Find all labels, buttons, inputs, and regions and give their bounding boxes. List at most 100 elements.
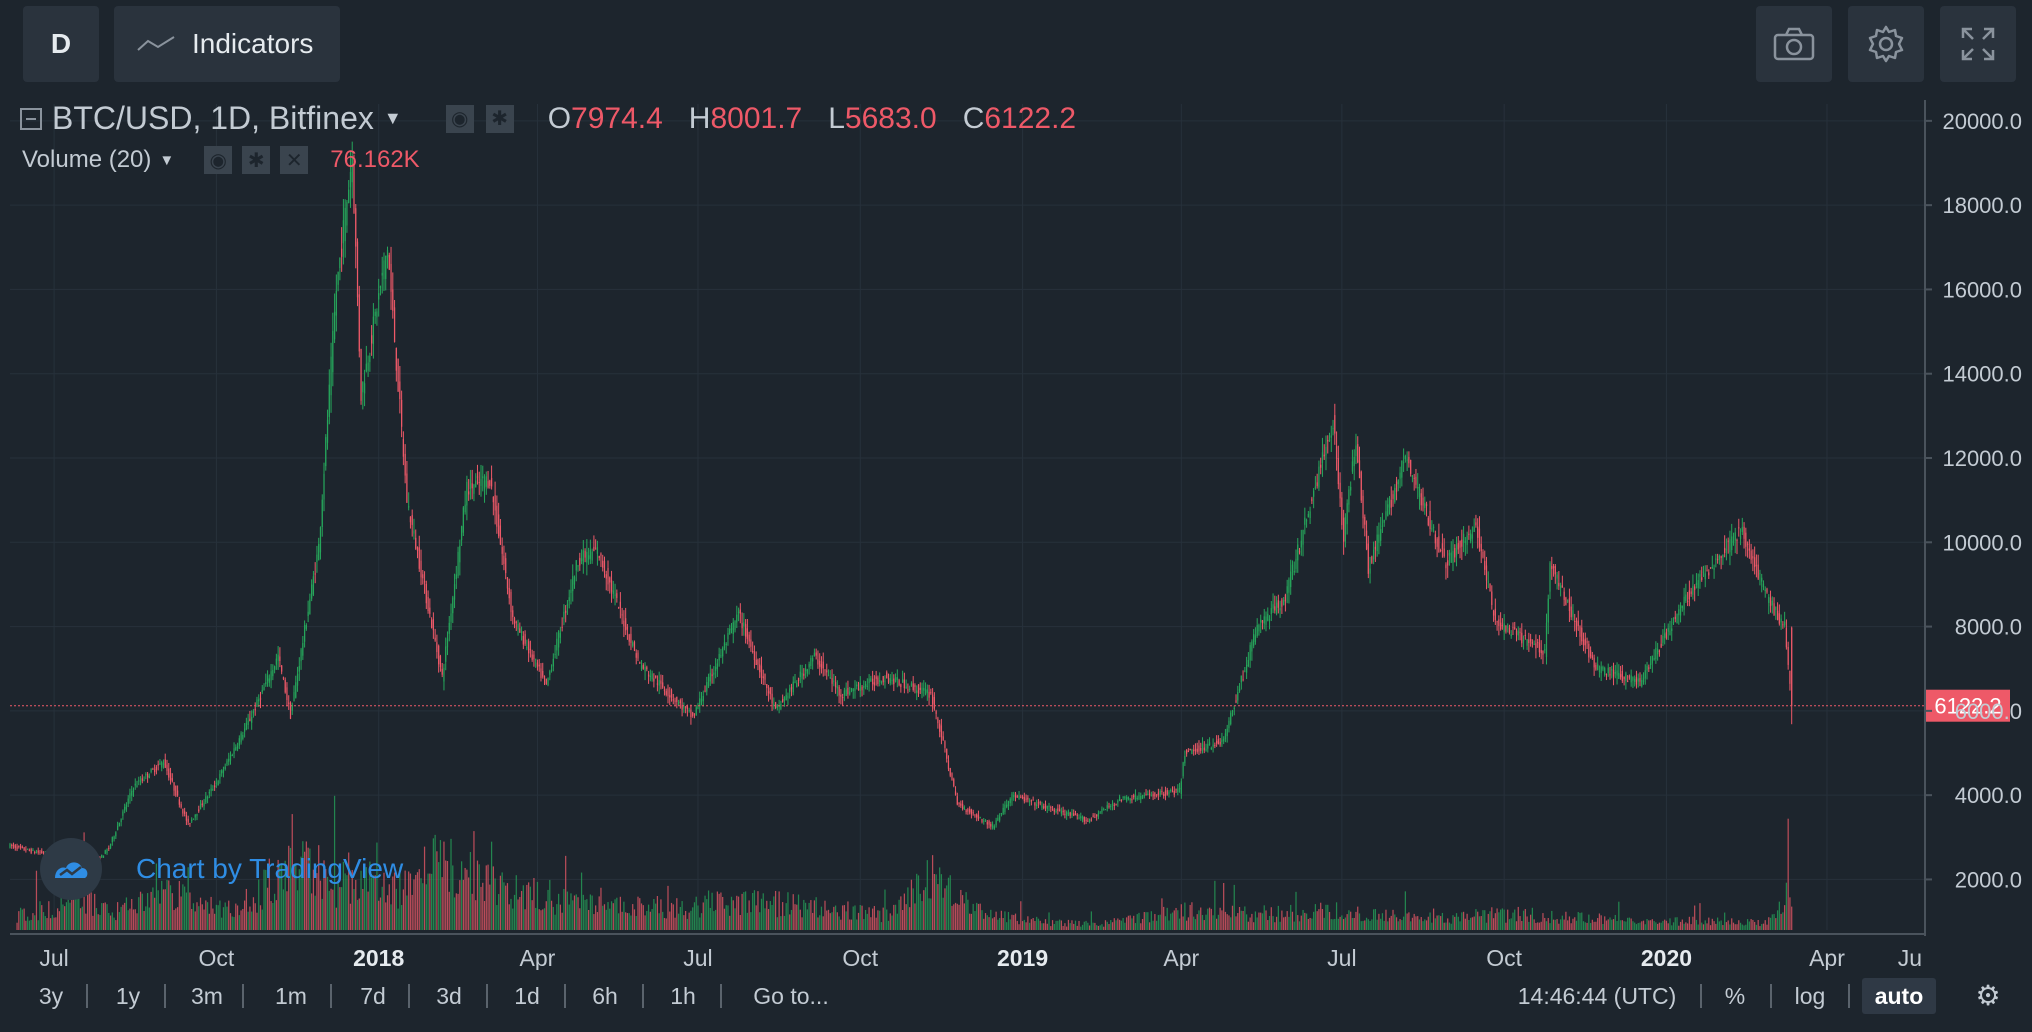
low-key: L (828, 101, 845, 135)
range-3y-button[interactable]: 3y (38, 983, 64, 1009)
volume-bar (489, 884, 491, 930)
price-chart[interactable]: 6122.2 2000.04000.06000.08000.010000.012… (0, 0, 2032, 970)
time-axis-label: Apr (1163, 945, 1199, 970)
volume-bar (1521, 920, 1523, 930)
log-scale-button[interactable]: log (1794, 983, 1826, 1009)
volume-title[interactable]: Volume (20) (22, 146, 152, 173)
range-6h-button[interactable]: 6h (592, 983, 618, 1009)
auto-scale-button[interactable]: auto (1862, 978, 1936, 1014)
volume-bar (270, 901, 272, 930)
tradingview-watermark[interactable]: Chart by TradingView (40, 838, 403, 900)
volume-bar (875, 917, 877, 930)
volume-bar (981, 910, 983, 930)
volume-bar (1715, 923, 1717, 930)
candle-body (1648, 667, 1650, 669)
percent-scale-button[interactable]: % (1724, 983, 1746, 1009)
volume-bar (1417, 916, 1419, 930)
range-3m-button[interactable]: 3m (191, 983, 223, 1009)
candle-body (1434, 534, 1436, 544)
indicators-button[interactable]: Indicators (114, 6, 340, 82)
utc-clock[interactable]: 14:46:44 (UTC) (1517, 983, 1677, 1009)
volume-bar (1769, 917, 1772, 930)
volume-bar (1667, 923, 1669, 930)
candle-body (933, 697, 935, 709)
candle-body (1635, 676, 1638, 685)
gear-icon[interactable]: ✱ (485, 104, 514, 133)
volume-bar (692, 907, 694, 930)
eye-icon[interactable]: ◉ (445, 104, 474, 133)
volume-bar (1394, 914, 1396, 930)
range-1d-button[interactable]: 1d (514, 983, 540, 1009)
candle-body (942, 736, 944, 740)
volume-bar (1704, 920, 1706, 930)
candle-body (575, 560, 577, 571)
candle-body (1094, 816, 1096, 818)
volume-bar (783, 915, 786, 930)
candle-body (360, 348, 362, 401)
volume-bar (152, 887, 154, 930)
chevron-down-icon[interactable]: ▼ (159, 151, 175, 169)
candle-body (536, 662, 539, 667)
eye-icon[interactable]: ◉ (204, 146, 233, 174)
candle-body (238, 738, 240, 746)
volume-bar (1083, 921, 1085, 930)
symbol-title[interactable]: BTC/USD, 1D, Bitfinex (52, 100, 374, 136)
volume-bar (1505, 922, 1507, 930)
range-1y-button[interactable]: 1y (115, 983, 141, 1009)
candle-body (138, 780, 140, 782)
volume-bar (1164, 916, 1167, 930)
goto-button[interactable]: Go to... (753, 983, 829, 1009)
candle-body (561, 626, 563, 628)
volume-bar (789, 914, 791, 930)
volume-bar (1277, 905, 1279, 930)
candle-body (834, 682, 837, 688)
candle-body (759, 664, 761, 673)
volume-bar (23, 908, 25, 930)
volume-bar (1011, 914, 1013, 930)
volume-bar (1582, 921, 1585, 930)
volume-bar (1452, 915, 1454, 930)
settings-button[interactable] (1848, 6, 1924, 82)
candle-body (1388, 498, 1391, 508)
gear-icon[interactable]: ✱ (242, 146, 271, 174)
volume-bar (1327, 904, 1329, 930)
fullscreen-button[interactable] (1940, 6, 2016, 82)
volume-bar (1480, 916, 1482, 930)
range-3d-button[interactable]: 3d (436, 983, 462, 1009)
candle-body (228, 758, 230, 762)
volume-bar (342, 861, 345, 930)
volume-bar (716, 891, 719, 930)
candle-body (699, 698, 701, 707)
volume-bar (937, 884, 939, 930)
chart-grid (10, 104, 1924, 930)
price-series (9, 141, 1793, 886)
volume-bar (1664, 919, 1666, 930)
interval-button[interactable]: D (23, 6, 99, 82)
candle-body (450, 613, 452, 622)
close-icon[interactable]: ✕ (280, 146, 309, 174)
candle-body (464, 504, 466, 513)
volume-bar (730, 896, 733, 930)
volume-bar (206, 902, 209, 930)
chevron-down-icon[interactable]: ▼ (383, 108, 402, 128)
volume-bar (25, 920, 27, 930)
volume-bar (1708, 917, 1710, 930)
snapshot-button[interactable] (1756, 6, 1832, 82)
range-7d-button[interactable]: 7d (360, 983, 386, 1009)
volume-bar (637, 896, 639, 930)
volume-bar (316, 873, 318, 930)
candle-body (1194, 748, 1197, 751)
volume-bar (1584, 922, 1586, 930)
volume-bar (722, 896, 724, 930)
candle-body (1136, 797, 1138, 800)
range-1m-button[interactable]: 1m (275, 983, 307, 1009)
candle-body (1208, 742, 1211, 746)
volume-bar (57, 908, 59, 930)
collapse-legend-icon[interactable] (20, 107, 42, 130)
range-1h-button[interactable]: 1h (670, 983, 696, 1009)
candle-body (1325, 446, 1327, 456)
volume-bar (644, 915, 646, 930)
gear-icon[interactable]: ⚙ (1975, 980, 2001, 1011)
volume-bar (256, 912, 258, 930)
candle-body (150, 769, 152, 773)
